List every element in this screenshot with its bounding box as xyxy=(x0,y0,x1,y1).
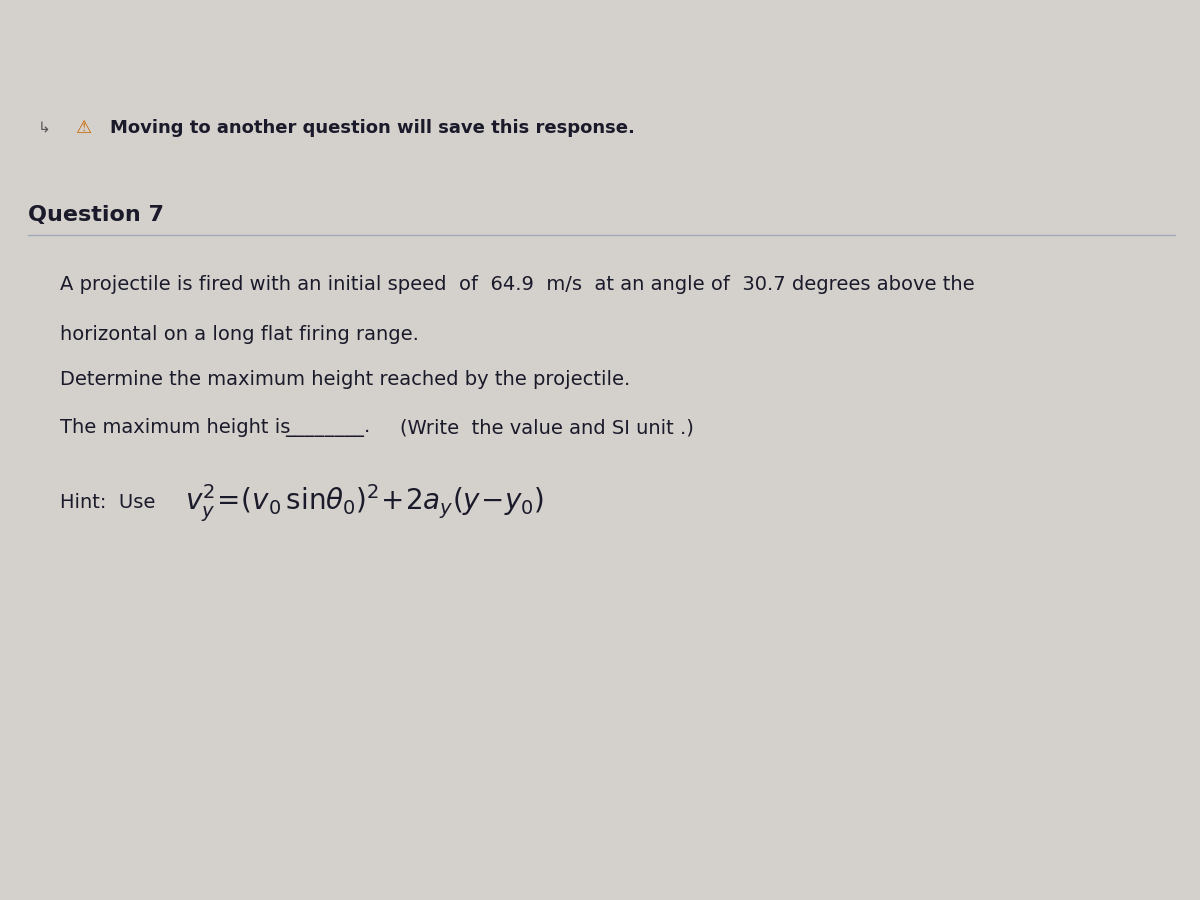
Text: The maximum height is: The maximum height is xyxy=(60,418,290,437)
Text: (Write  the value and SI unit .): (Write the value and SI unit .) xyxy=(400,418,694,437)
Text: horizontal on a long flat firing range.: horizontal on a long flat firing range. xyxy=(60,325,419,344)
Text: ⚠: ⚠ xyxy=(74,119,91,137)
Text: Moving to another question will save this response.: Moving to another question will save thi… xyxy=(110,119,635,137)
Text: ↳: ↳ xyxy=(38,121,50,136)
Text: ________.: ________. xyxy=(286,418,371,437)
Text: A projectile is fired with an initial speed  of  64.9  m/s  at an angle of  30.7: A projectile is fired with an initial sp… xyxy=(60,275,974,294)
Text: $v_y^2\!=\!(v_0\,\mathrm{sin}\theta_0)^2\!+\!2a_y(y\!-\!y_0)$: $v_y^2\!=\!(v_0\,\mathrm{sin}\theta_0)^2… xyxy=(185,482,545,524)
Text: Question 7: Question 7 xyxy=(28,205,164,225)
Text: Hint:  Use: Hint: Use xyxy=(60,493,155,512)
Text: Determine the maximum height reached by the projectile.: Determine the maximum height reached by … xyxy=(60,370,630,389)
